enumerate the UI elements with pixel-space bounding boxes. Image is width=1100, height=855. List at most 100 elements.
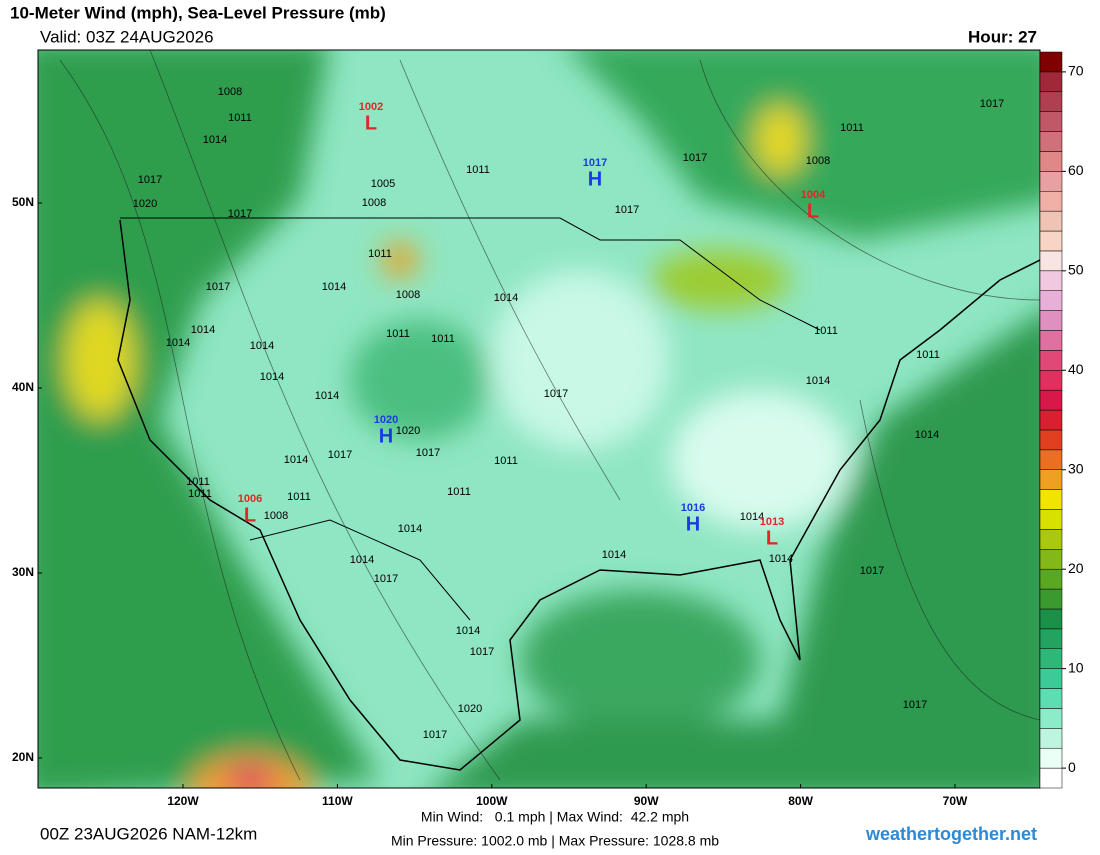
center-value: 1002 xyxy=(359,101,383,113)
colorbar-cell xyxy=(1039,449,1063,470)
isobar-label: 1011 xyxy=(386,328,410,340)
colorbar-label: 30 xyxy=(1068,460,1084,476)
lat-label: 40N xyxy=(12,380,34,394)
isobar-label: 1014 xyxy=(284,454,308,466)
colorbar-cell xyxy=(1039,151,1063,172)
center-value: 1017 xyxy=(583,157,607,169)
isobar-label: 1020 xyxy=(458,703,482,715)
center-letter: H xyxy=(588,168,602,190)
colorbar-cell xyxy=(1039,290,1063,311)
isobar-label: 1014 xyxy=(398,523,422,535)
center-letter: L xyxy=(365,112,377,134)
colorbar-cell xyxy=(1039,250,1063,272)
colorbar-label: 40 xyxy=(1068,361,1084,377)
isobar-label: 1017 xyxy=(416,447,440,459)
colorbar-cell xyxy=(1039,568,1063,590)
isobar-label: 1014 xyxy=(740,511,764,523)
colorbar-cell xyxy=(1039,747,1063,769)
isobar-label: 1017 xyxy=(206,281,230,293)
isobar-label: 1017 xyxy=(903,699,927,711)
isobar-label: 1017 xyxy=(615,204,639,216)
center-value: 1004 xyxy=(801,189,826,201)
lon-label: 90W xyxy=(634,794,659,808)
isobar-label: 1011 xyxy=(494,455,518,467)
isobar-label: 1014 xyxy=(494,292,518,304)
isobar-label: 1011 xyxy=(447,486,471,498)
isobar-label: 1017 xyxy=(138,174,162,186)
colorbar-cell xyxy=(1039,230,1063,252)
site-link[interactable]: weathertogether.net xyxy=(865,824,1037,844)
lon-label: 80W xyxy=(788,794,813,808)
isobar-label: 1011 xyxy=(916,349,940,361)
colorbar-cell xyxy=(1039,728,1063,749)
isobar-label: 1011 xyxy=(368,248,392,260)
valid-time: Valid: 03Z 24AUG2026 xyxy=(40,27,214,46)
colorbar-cell xyxy=(1039,330,1063,351)
colorbar-label: 50 xyxy=(1068,262,1084,278)
colorbar-cell xyxy=(1039,71,1063,93)
isobar-label: 1008 xyxy=(264,510,288,522)
colorbar-cell xyxy=(1039,51,1063,73)
map-background xyxy=(38,50,1040,788)
center-value: 1020 xyxy=(374,414,398,426)
colorbar-cell xyxy=(1039,429,1063,451)
colorbar-label: 0 xyxy=(1068,759,1076,775)
colorbar-cell xyxy=(1039,310,1063,331)
lon-label: 100W xyxy=(476,794,508,808)
colorbar-cell xyxy=(1039,628,1063,650)
colorbar-cell xyxy=(1039,549,1063,570)
isobar-label: 1005 xyxy=(371,178,395,190)
isobar-label: 1008 xyxy=(362,197,386,209)
isobar-label: 1014 xyxy=(260,371,284,383)
isobar-label: 1017 xyxy=(544,388,568,400)
isobar-label: 1017 xyxy=(980,98,1004,110)
isobar-label: 1017 xyxy=(860,565,884,577)
isobar-label: 1011 xyxy=(186,476,210,488)
center-value: 1013 xyxy=(760,516,784,528)
colorbar-cell xyxy=(1039,190,1063,212)
colorbar-cell xyxy=(1039,350,1063,371)
isobar-label: 1008 xyxy=(806,155,830,167)
isobar-label: 1014 xyxy=(203,134,227,146)
colorbar-cell xyxy=(1039,688,1063,709)
isobar-label: 1014 xyxy=(191,324,215,336)
colorbar-cell xyxy=(1039,131,1063,152)
colorbar-cell xyxy=(1039,91,1063,112)
center-letter: L xyxy=(766,527,778,549)
isobar-label: 1014 xyxy=(166,337,190,349)
center-letter: L xyxy=(244,504,256,526)
isobar-label: 1011 xyxy=(840,122,864,134)
colorbar-cell xyxy=(1039,708,1063,729)
model-run: 00Z 23AUG2026 NAM-12km xyxy=(40,824,257,843)
lat-label: 50N xyxy=(12,195,34,209)
lat-label: 30N xyxy=(12,565,34,579)
colorbar-cell xyxy=(1039,588,1063,610)
colorbar-cell xyxy=(1039,668,1063,689)
colorbar-label: 60 xyxy=(1068,162,1084,178)
colorbar-label: 10 xyxy=(1068,659,1084,675)
colorbar-cell xyxy=(1039,409,1063,431)
colorbar-cell xyxy=(1039,608,1063,630)
isobar-label: 1011 xyxy=(228,112,252,124)
isobar-label: 1011 xyxy=(431,333,455,345)
center-value: 1006 xyxy=(238,493,262,505)
isobar-label: 1014 xyxy=(769,553,793,565)
isobar-label: 1014 xyxy=(250,340,274,352)
isobar-label: 1011 xyxy=(814,325,838,337)
colorbar-label: 70 xyxy=(1068,63,1084,79)
colorbar-cell xyxy=(1039,767,1063,789)
center-letter: L xyxy=(807,200,819,222)
wind-stats: Min Wind: 0.1 mph | Max Wind: 42.2 mph xyxy=(421,809,689,825)
isobar-label: 1017 xyxy=(423,729,447,741)
forecast-hour: Hour: 27 xyxy=(968,27,1037,46)
isobar-label: 1014 xyxy=(350,554,374,566)
colorbar-cell xyxy=(1039,171,1063,192)
isobar-label: 1014 xyxy=(456,625,480,637)
lon-label: 70W xyxy=(943,794,968,808)
center-value: 1016 xyxy=(681,502,705,514)
isobar-label: 1008 xyxy=(396,289,420,301)
isobar-label: 1014 xyxy=(322,281,346,293)
colorbar-cell xyxy=(1039,469,1063,490)
colorbar-cell xyxy=(1039,210,1063,232)
